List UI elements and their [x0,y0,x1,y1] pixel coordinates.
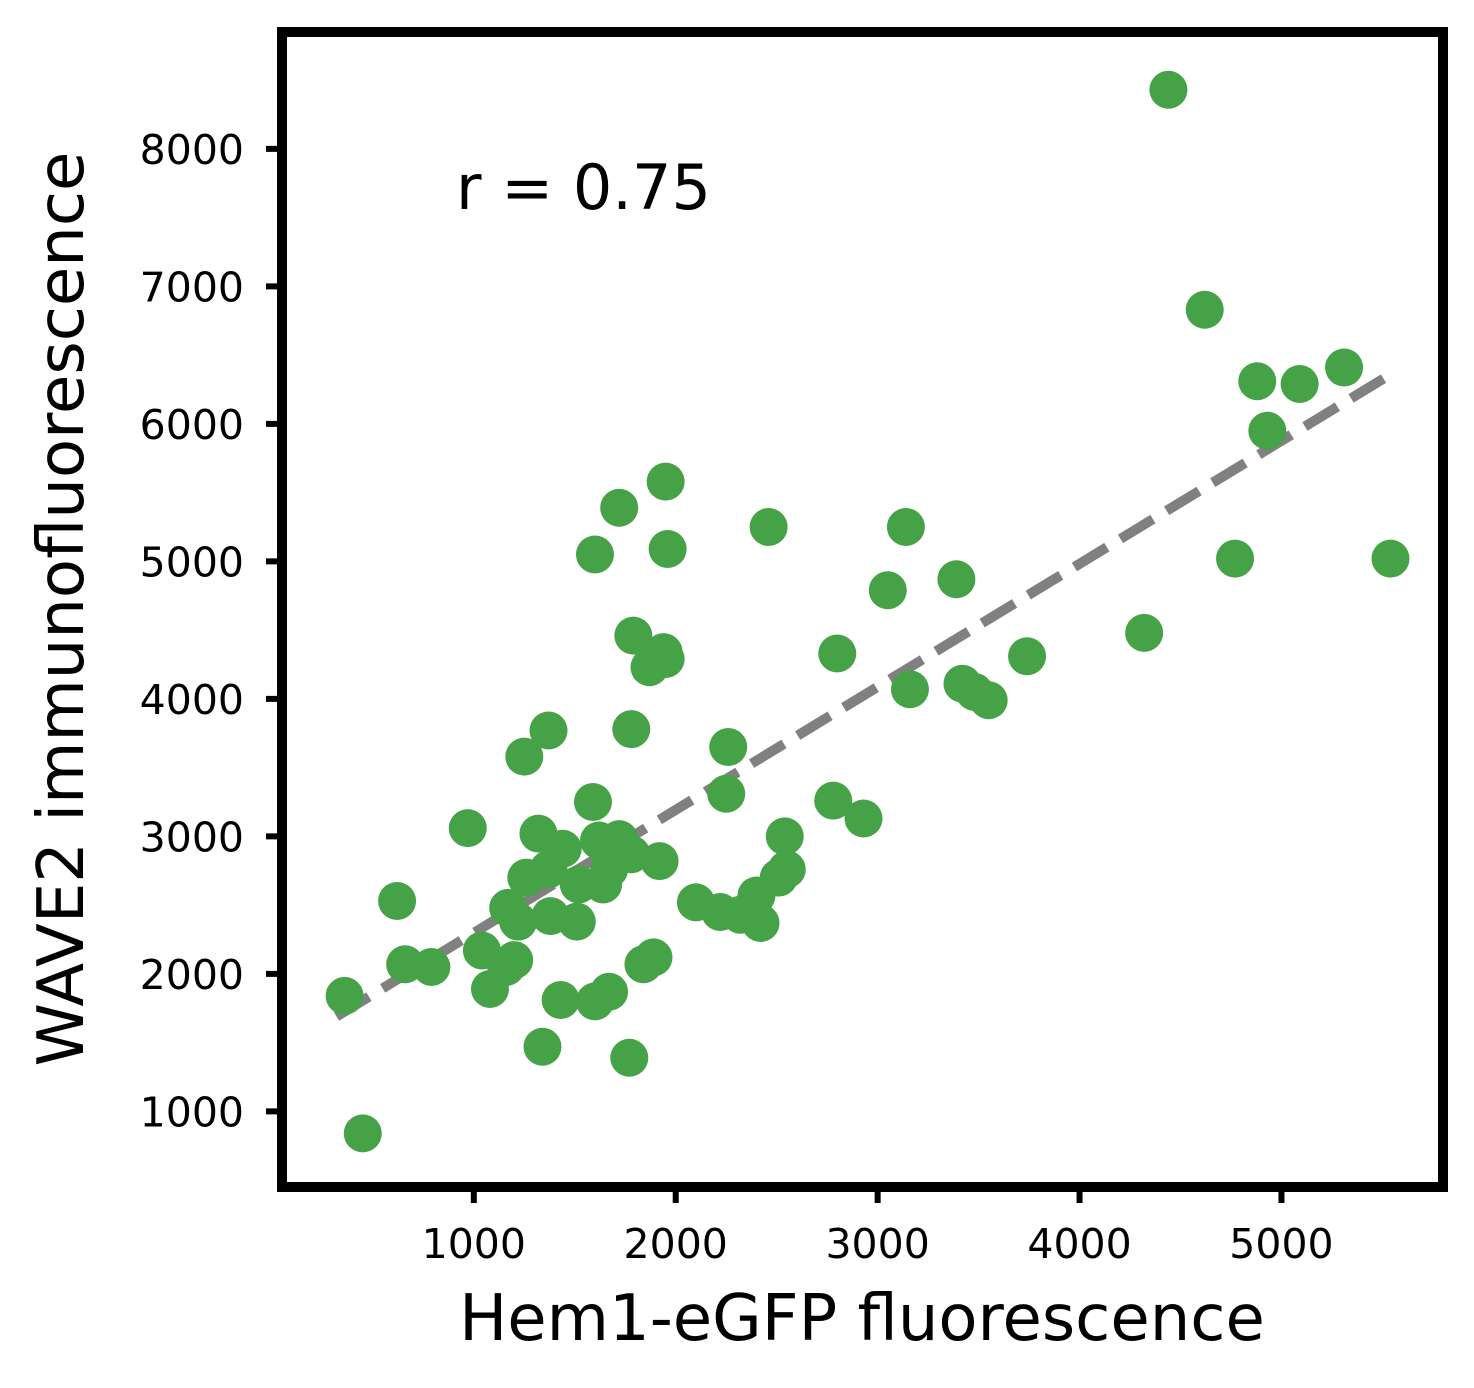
data-point [707,774,746,813]
data-point [749,508,788,546]
data-point [507,858,546,897]
x-tick-label: 3000 [825,1220,929,1268]
data-point [325,976,364,1015]
data-points [325,70,1410,1153]
data-point [575,535,614,574]
axis-ticks: 1000 2000 3000 4000 5000 1000 2000 3000 4000 5000… [140,126,1334,1268]
plot-frame [277,27,1448,1192]
data-point [505,737,544,776]
data-point [890,670,929,709]
data-point [1371,539,1410,578]
data-point [600,488,639,527]
data-point [529,711,568,750]
data-point [343,1114,382,1153]
x-tick-label: 1000 [422,1220,526,1268]
data-point [541,981,580,1019]
data-point [1125,613,1164,652]
data-point [573,783,612,821]
data-point [523,1027,562,1066]
data-point [1185,290,1224,329]
data-point [499,902,538,941]
data-point [640,842,679,881]
data-point [575,982,614,1021]
data-point [1216,539,1255,578]
data-point [1280,365,1319,403]
data-point [646,462,685,501]
x-tick-label: 2000 [624,1220,728,1268]
data-point [1248,411,1287,450]
y-tick-label: 2000 [140,951,244,999]
correlation-annotation: r = 0.75 [456,151,711,224]
data-point [612,710,651,749]
data-point [1008,637,1047,676]
data-point [1325,348,1364,387]
data-point [937,560,976,599]
data-point [886,508,925,546]
data-point [590,850,629,889]
y-tick-label: 6000 [140,401,244,449]
data-point [557,902,596,941]
data-point [868,571,907,610]
data-point [1238,362,1277,401]
y-tick-label: 5000 [140,538,244,586]
x-tick-label: 4000 [1027,1220,1131,1268]
data-point [412,948,451,986]
data-point [969,681,1008,720]
data-point [470,970,509,1008]
data-point [648,530,687,568]
x-axis-title: Hem1-eGFP fluorescence [459,1282,1265,1356]
data-point [634,938,673,977]
data-point [610,1038,649,1077]
data-point [818,634,857,673]
x-tick-label: 5000 [1229,1220,1333,1268]
data-point [814,781,853,820]
data-point [614,616,653,655]
data-point [741,904,780,942]
data-point [1149,70,1188,109]
y-tick-label: 4000 [140,676,244,724]
y-tick-label: 3000 [140,813,244,861]
data-point [709,728,748,766]
y-tick-label: 7000 [140,263,244,311]
data-point [378,882,417,920]
data-point [844,799,883,838]
data-point [630,648,669,687]
trend-line [333,370,1394,1021]
y-tick-label: 8000 [140,126,244,174]
data-point [448,809,487,848]
data-point [765,817,804,856]
data-point [559,865,598,904]
y-tick-label: 1000 [140,1088,244,1136]
y-axis-title: WAVE2 immunofluorescence [25,152,99,1067]
data-point [495,941,534,980]
